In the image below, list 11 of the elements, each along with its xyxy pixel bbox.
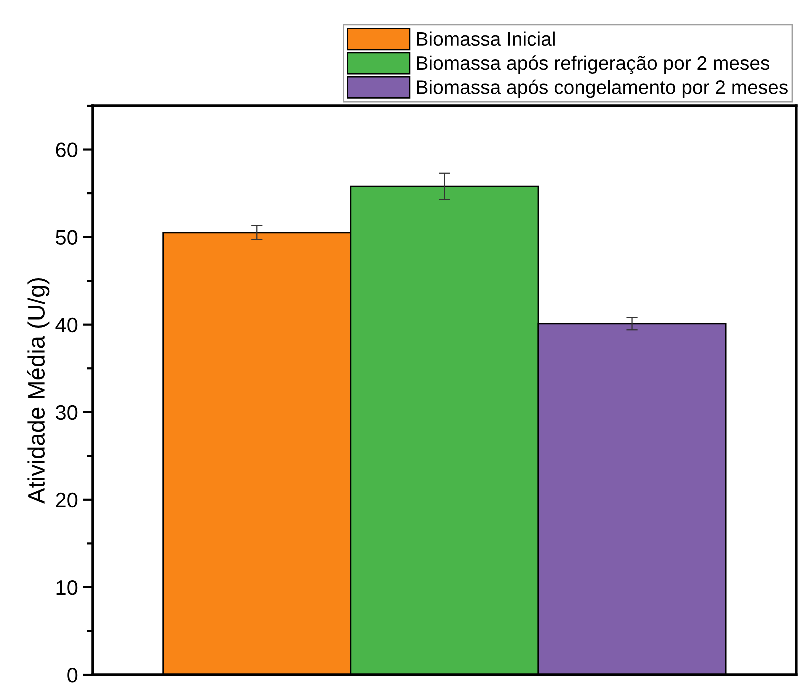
y-tick-label: 40 <box>56 318 78 333</box>
legend-label: Biomassa após congelamento por 2 meses <box>417 80 788 98</box>
y-tick-label: 10 <box>56 580 78 596</box>
y-tick-label: 60 <box>56 142 78 158</box>
y-tick-label: 50 <box>56 230 78 246</box>
y-tick-label: 20 <box>56 492 78 508</box>
y-axis-title: Atividade Média (U/g) <box>27 278 50 504</box>
legend-label: Biomassa Inicial <box>417 32 555 46</box>
y-tick-label: 0 <box>68 668 78 683</box>
y-tick-label: 30 <box>56 405 78 420</box>
legend-label: Biomassa após refrigeração por 2 meses <box>417 56 770 74</box>
